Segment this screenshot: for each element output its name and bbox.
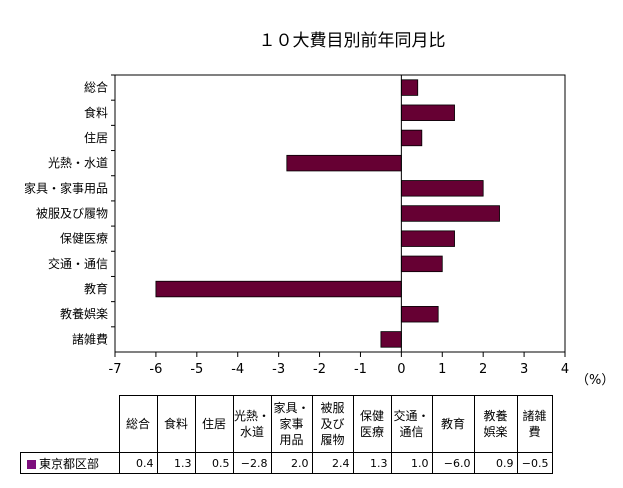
- column-header-line: 水道: [239, 425, 264, 439]
- x-tick-label: 2: [479, 362, 487, 377]
- bar: [400, 205, 500, 222]
- table-cell: 2.4: [311, 452, 354, 474]
- category-label: 食料: [84, 105, 108, 120]
- column-header: 交通・ 通信: [390, 395, 433, 453]
- column-header: 教養 娯楽: [473, 395, 518, 453]
- table-cell: 1.0: [390, 452, 433, 474]
- x-tick-label: 1: [438, 362, 446, 377]
- plot-area: 総合食料住居光熱・水道家具・家事用品被服及び履物保健医療交通・通信教育教養娯楽諸…: [24, 74, 569, 377]
- x-tick-label: 0: [397, 362, 405, 377]
- bar: [400, 306, 439, 323]
- column-header-line: 通信: [399, 425, 424, 439]
- column-header-line: 交通・: [393, 409, 430, 423]
- table-cell: 0.4: [118, 452, 158, 474]
- column-header: 教育: [431, 395, 475, 453]
- bar: [400, 104, 455, 121]
- x-tick-label: -2: [313, 362, 326, 377]
- table-cell: −2.8: [232, 452, 272, 474]
- category-label: 教養娯楽: [60, 306, 108, 321]
- category-label: 家具・家事用品: [24, 180, 108, 195]
- bar: [286, 154, 402, 172]
- column-header: 光熱・ 水道: [232, 395, 272, 453]
- bar: [400, 180, 484, 197]
- table-cell: 0.5: [194, 452, 234, 474]
- unit-label: （%）: [576, 373, 614, 388]
- column-header-line: 娯楽: [483, 425, 508, 439]
- column-header: 食料: [156, 395, 196, 453]
- table-cell: −0.5: [516, 452, 553, 474]
- table-cell: 1.3: [156, 452, 196, 474]
- category-label: 諸雑費: [72, 331, 108, 346]
- column-header-line: 費: [528, 425, 541, 439]
- legend-swatch: [27, 459, 36, 469]
- column-header-line: 食料: [163, 417, 188, 431]
- column-header-line: 医療: [359, 425, 384, 439]
- x-tick-label: -3: [272, 362, 285, 377]
- column-header-line: 家具・: [273, 401, 310, 415]
- column-header-line: 及び: [320, 417, 345, 431]
- column-header-line: 家事: [279, 417, 304, 431]
- bar-chart: １０大費目別前年同月比 総合食料住居光熱・水道家具・家事用品被服及び履物保健医療…: [24, 31, 614, 388]
- bar: [400, 230, 455, 247]
- table-cell: 0.9: [473, 452, 518, 474]
- bar: [400, 129, 423, 147]
- column-header-line: 住居: [201, 417, 226, 431]
- x-tick-label: -5: [190, 362, 203, 377]
- x-tick-label: 4: [561, 362, 569, 377]
- bar: [400, 79, 419, 96]
- column-header-line: 光熱・: [233, 409, 270, 423]
- bar: [155, 280, 402, 298]
- x-tick-label: -7: [109, 362, 122, 377]
- table-row: 東京都区部 0.4 1.3 0.5 −2.8 2.0 2.4 1.3 1.0 −6.0 0.9 −0.…: [20, 452, 553, 474]
- chart-title: １０大費目別前年同月比: [259, 31, 446, 51]
- bar: [380, 331, 402, 348]
- column-header-line: 保健: [359, 409, 384, 423]
- plot-frame: [114, 74, 566, 353]
- column-header: 被服 及び 履物: [311, 395, 354, 453]
- category-label: 総合: [84, 80, 108, 95]
- column-header-line: 用品: [279, 433, 304, 447]
- column-header-line: 総合: [125, 417, 150, 431]
- x-tick-label: -1: [354, 362, 367, 377]
- column-header-line: 履物: [320, 433, 345, 447]
- category-label: 光熱・水道: [48, 156, 108, 170]
- table-cell: 1.3: [352, 452, 392, 474]
- x-tick-label: 3: [520, 362, 528, 377]
- category-label: 交通・通信: [48, 256, 108, 271]
- legend-row-label: 東京都区部: [20, 452, 120, 474]
- column-header-line: 諸雑: [522, 409, 547, 423]
- column-header: 住居: [194, 395, 234, 453]
- data-table: 総合 食料 住居 光熱・ 水道 家具・ 家事 用品 被服 及び 履物 保健 医療 交通・ 通信 教育 教養 娯楽諸…: [20, 395, 553, 474]
- x-tick-label: -6: [149, 362, 162, 377]
- table-cell: 2.0: [270, 452, 313, 474]
- column-header: 家具・ 家事 用品: [270, 395, 313, 453]
- table-cell: −6.0: [431, 452, 475, 474]
- legend-label: 東京都区部: [39, 456, 100, 471]
- category-label: 住居: [84, 131, 108, 145]
- column-header: 諸雑費: [516, 395, 553, 453]
- category-label: 保健医療: [60, 232, 108, 246]
- column-header-line: 被服: [320, 401, 345, 415]
- column-header: 総合: [118, 395, 158, 453]
- column-header: 保健 医療: [352, 395, 392, 453]
- category-label: 被服及び履物: [36, 207, 108, 221]
- column-header-line: 教育: [440, 417, 465, 431]
- column-header-line: 教養: [483, 409, 508, 423]
- category-label: 教育: [84, 281, 108, 296]
- x-tick-label: -4: [231, 362, 244, 377]
- bar: [400, 255, 443, 273]
